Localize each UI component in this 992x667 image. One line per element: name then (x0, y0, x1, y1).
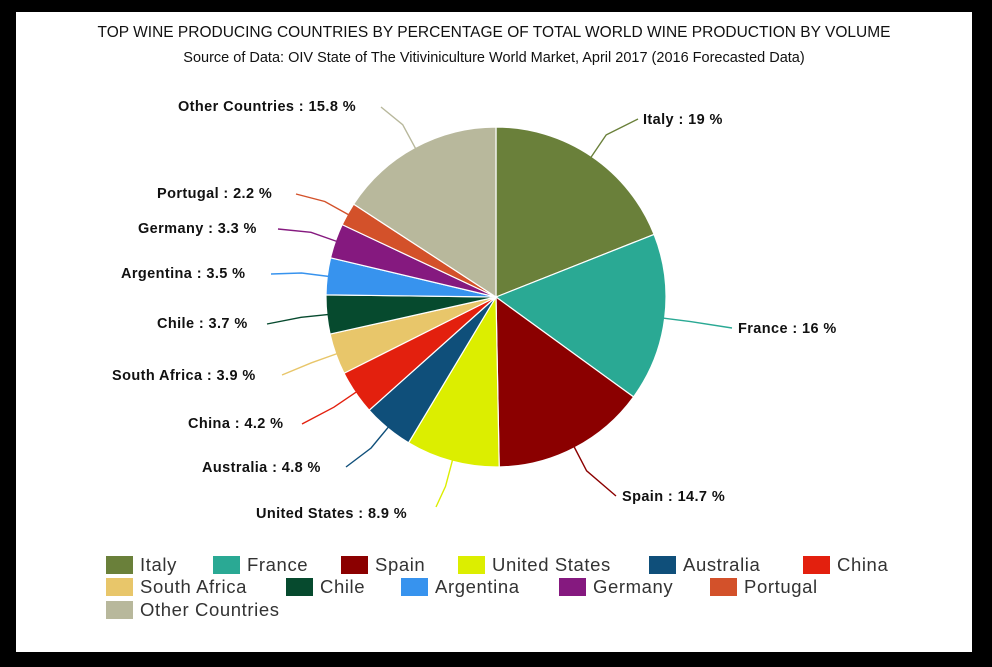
leader-line-france (662, 317, 733, 329)
legend-swatch-portugal (710, 578, 737, 596)
legend-swatch-china (803, 556, 830, 574)
legend: Italy France Spain United States Australia Ch… (106, 554, 888, 620)
legend-item-germany: Germany (559, 576, 673, 597)
legend-label-germany: Germany (593, 576, 673, 597)
legend-item-spain: Spain (341, 554, 425, 575)
legend-swatch-united-states (458, 556, 485, 574)
legend-item-china: China (803, 554, 888, 575)
legend-label-spain: Spain (375, 554, 425, 575)
legend-item-south-africa: South Africa (106, 576, 247, 597)
slice-label-portugal: Portugal : 2.2 % (157, 186, 272, 202)
slice-label-italy: Italy : 19 % (643, 112, 723, 128)
legend-swatch-south-africa (106, 578, 133, 596)
legend-swatch-argentina (401, 578, 428, 596)
leader-line-australia (345, 425, 390, 468)
slice-label-france: France : 16 % (738, 321, 837, 337)
slice-label-chile: Chile : 3.7 % (157, 316, 248, 332)
slice-label-south-africa: South Africa : 3.9 % (112, 368, 256, 384)
legend-label-portugal: Portugal (744, 576, 818, 597)
leader-line-china (301, 390, 358, 425)
legend-swatch-australia (649, 556, 676, 574)
slice-label-germany: Germany : 3.3 % (138, 221, 257, 237)
leader-line-portugal (295, 193, 350, 216)
legend-swatch-other-countries (106, 601, 133, 619)
legend-label-south-africa: South Africa (140, 576, 247, 597)
legend-label-united-states: United States (492, 554, 611, 575)
legend-swatch-france (213, 556, 240, 574)
legend-label-chile: Chile (320, 576, 365, 597)
leader-line-chile (266, 313, 329, 325)
slice-label-australia: Australia : 4.8 % (202, 460, 321, 476)
legend-item-chile: Chile (286, 576, 365, 597)
pie-chart: TOP WINE PRODUCING COUNTRIES BY PERCENTA… (98, 24, 891, 620)
legend-label-china: China (837, 554, 888, 575)
slice-label-other-countries: Other Countries : 15.8 % (178, 99, 356, 115)
chart-frame: TOP WINE PRODUCING COUNTRIES BY PERCENTA… (16, 12, 972, 652)
legend-item-italy: Italy (106, 554, 177, 575)
legend-swatch-spain (341, 556, 368, 574)
legend-swatch-chile (286, 578, 313, 596)
legend-item-australia: Australia (649, 554, 760, 575)
leader-line-spain (573, 445, 617, 497)
leader-line-south-africa (281, 352, 339, 376)
leader-line-argentina (270, 272, 330, 278)
chart-title: TOP WINE PRODUCING COUNTRIES BY PERCENTA… (98, 24, 891, 41)
leader-line-germany (277, 228, 338, 243)
legend-item-argentina: Argentina (401, 576, 520, 597)
legend-swatch-germany (559, 578, 586, 596)
chart-subtitle: Source of Data: OIV State of The Vitivin… (183, 50, 804, 66)
legend-label-argentina: Argentina (435, 576, 520, 597)
legend-label-france: France (247, 554, 308, 575)
slice-label-china: China : 4.2 % (188, 416, 283, 432)
slice-label-spain: Spain : 14.7 % (622, 489, 725, 505)
legend-item-other-countries: Other Countries (106, 599, 280, 620)
legend-item-france: France (213, 554, 308, 575)
slice-labels: Italy : 19 % France : 16 % Spain : 14.7 % U… (112, 99, 837, 522)
pie-slices (325, 126, 667, 468)
legend-swatch-italy (106, 556, 133, 574)
legend-item-portugal: Portugal (710, 576, 818, 597)
leader-line-united-states (435, 459, 454, 508)
leader-line-other-countries (380, 106, 417, 150)
slice-label-united-states: United States : 8.9 % (256, 506, 407, 522)
legend-item-united-states: United States (458, 554, 611, 575)
legend-label-other-countries: Other Countries (140, 599, 280, 620)
leader-line-italy (589, 118, 639, 159)
legend-label-italy: Italy (140, 554, 177, 575)
legend-label-australia: Australia (683, 554, 760, 575)
slice-label-argentina: Argentina : 3.5 % (121, 266, 245, 282)
